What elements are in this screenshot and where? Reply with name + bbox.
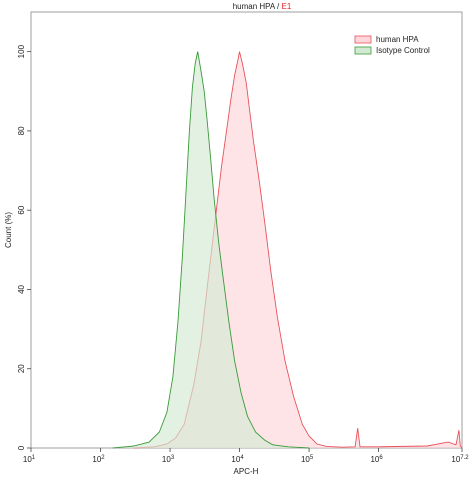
y-tick-label: 80 [17, 126, 26, 135]
series-layer [112, 51, 463, 449]
chart-title-gate: E1 [281, 2, 291, 11]
y-tick-label: 40 [17, 284, 26, 293]
series-line-isotype-control [112, 51, 310, 449]
y-tick-label: 0 [17, 445, 26, 450]
x-tick-label: 105 [301, 455, 314, 464]
x-axis-title: APC-H [234, 467, 259, 476]
y-tick-label: 20 [17, 364, 26, 373]
legend: human HPA Isotype Control [354, 35, 430, 55]
x-tick-label: 102 [92, 455, 105, 464]
y-axis-title: Count (%) [4, 212, 13, 248]
y-tick-label: 100 [17, 44, 26, 58]
x-axis: 101 102 103 104 105 106 107.2 [23, 448, 469, 464]
legend-label-human-hpa: human HPA [376, 35, 419, 44]
x-tick-label: 106 [370, 455, 383, 464]
y-axis: 0 20 40 60 80 100 [17, 44, 31, 450]
chart-title: human HPA / E1 [233, 2, 292, 11]
chart-title-separator: / [275, 2, 282, 11]
series-fill-isotype-control [112, 51, 310, 448]
legend-label-isotype-control: Isotype Control [376, 46, 430, 55]
y-tick-label: 60 [17, 205, 26, 214]
x-tick-label: 107.2 [451, 455, 469, 464]
legend-swatch-human-hpa [354, 35, 372, 44]
x-tick-label: 103 [162, 455, 175, 464]
chart-title-main: human HPA [233, 2, 276, 11]
x-tick-label: 104 [231, 455, 244, 464]
legend-swatch-isotype-control [354, 46, 372, 55]
x-tick-label: 101 [23, 455, 36, 464]
